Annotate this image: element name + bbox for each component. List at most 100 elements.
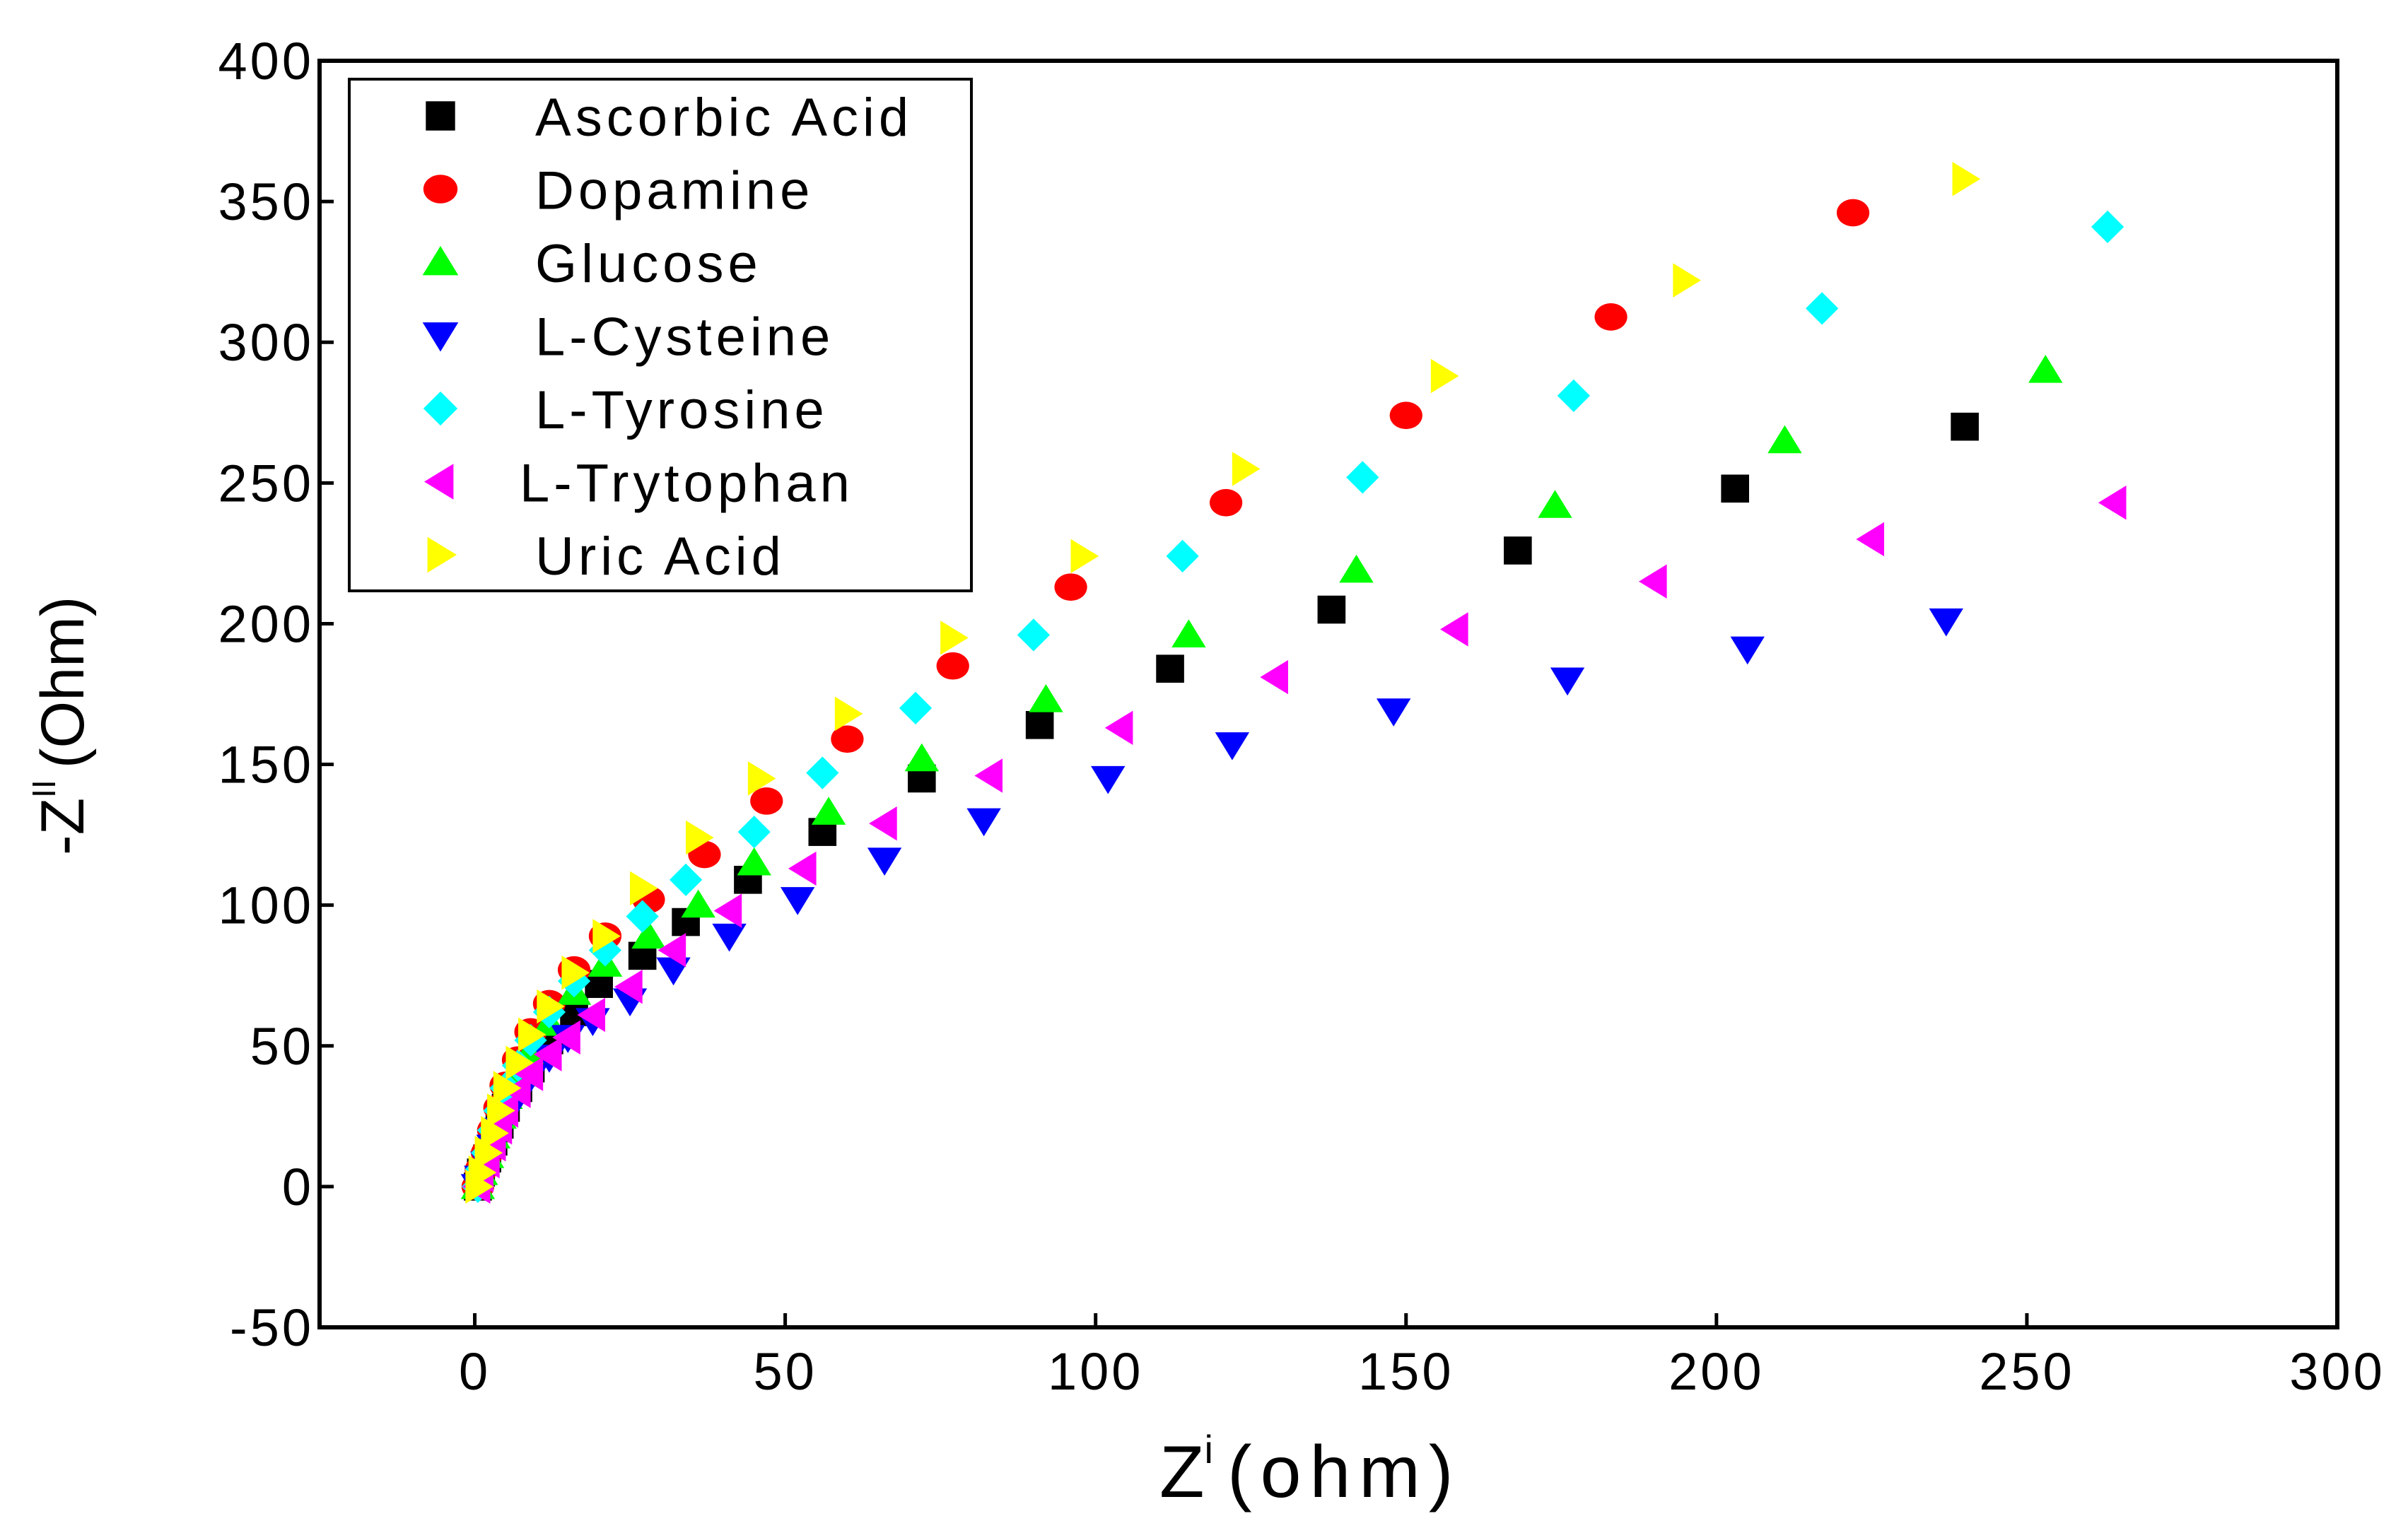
legend: Ascorbic Acid Dopamine Glucose L-Cysteine L-… — [348, 78, 973, 592]
y-axis-label-superscript: II — [25, 780, 62, 798]
data-point — [1104, 710, 1133, 745]
x-axis-label-superscript: i — [1205, 1427, 1213, 1472]
data-point — [1952, 162, 1981, 196]
data-point — [1430, 358, 1459, 394]
data-point — [1929, 608, 1963, 637]
data-point — [515, 1057, 544, 1091]
y-tick-label: 200 — [218, 594, 314, 653]
data-point — [657, 933, 686, 968]
data-point — [1767, 425, 1802, 454]
data-point — [1856, 522, 1884, 557]
y-tick-label: 100 — [218, 876, 314, 935]
x-tick-label: 50 — [753, 1342, 817, 1401]
y-axis-ticks: -50 0 50 100 150 200 250 300 350 400 — [218, 32, 334, 1357]
y-tick-label: 250 — [218, 454, 314, 512]
legend-marker — [422, 246, 459, 276]
data-point — [1171, 619, 1206, 647]
data-point — [1377, 698, 1411, 727]
legend-marker — [422, 322, 459, 352]
data-point — [1017, 618, 1050, 652]
data-point — [1389, 401, 1422, 430]
x-tick-label: 0 — [459, 1342, 491, 1401]
legend-marker — [426, 101, 455, 131]
data-point — [712, 923, 747, 952]
data-point — [630, 871, 658, 905]
legend-marker — [423, 175, 458, 204]
data-point — [737, 847, 771, 876]
legend-label: L-Cysteine — [535, 307, 834, 368]
data-point — [1025, 711, 1054, 739]
y-tick-label: 350 — [218, 172, 314, 231]
legend-label: Ascorbic Acid — [535, 88, 913, 148]
y-tick-label: 0 — [282, 1158, 314, 1216]
data-point — [614, 969, 643, 1004]
data-point — [1721, 474, 1749, 503]
data-point — [788, 851, 817, 886]
data-point — [1339, 554, 1374, 583]
data-point — [834, 696, 863, 732]
x-axis-label-text: Z — [1159, 1431, 1205, 1513]
data-point — [537, 989, 565, 1024]
data-point — [940, 621, 969, 655]
x-tick-label: 300 — [2289, 1342, 2385, 1401]
series-l-cysteine — [460, 608, 1963, 1202]
plot-area — [317, 59, 2339, 1329]
data-point — [1215, 732, 1250, 760]
data-point — [592, 919, 621, 953]
data-point — [811, 797, 846, 825]
data-point — [1210, 488, 1243, 517]
y-axis-label-text: -Z — [29, 798, 97, 855]
data-point — [1673, 263, 1701, 298]
svg-text:Zi(ohm): Zi (ohm) — [1159, 1427, 1462, 1513]
data-point — [1639, 564, 1667, 599]
x-tick-label: 150 — [1358, 1342, 1454, 1401]
data-point — [1836, 199, 1870, 227]
data-point — [1091, 765, 1126, 794]
data-point — [1156, 654, 1184, 683]
data-point — [1594, 303, 1627, 331]
x-tick-label: 100 — [1048, 1342, 1143, 1401]
data-point — [681, 889, 715, 918]
data-point — [737, 816, 771, 849]
data-point — [2091, 210, 2124, 244]
y-axis-label-unit: (Ohm) — [29, 597, 97, 769]
data-point — [1029, 683, 1063, 712]
data-point — [505, 1045, 534, 1080]
data-point — [806, 756, 839, 789]
data-point — [552, 1020, 580, 1055]
legend-marker — [423, 391, 458, 426]
y-tick-label: 400 — [218, 32, 314, 90]
data-point — [713, 893, 742, 928]
data-point — [1440, 612, 1468, 647]
y-axis-label: -ZII (Ohm) — [25, 597, 97, 855]
data-point — [631, 920, 666, 949]
data-point — [904, 743, 940, 772]
data-point — [1054, 573, 1087, 601]
data-point — [780, 887, 815, 915]
x-axis-ticks: 0 50 100 150 200 250 300 — [459, 1313, 2385, 1401]
data-point — [561, 956, 590, 990]
data-point — [899, 691, 933, 725]
x-axis-label: Zi (ohm) — [1159, 1427, 1462, 1513]
y-tick-label: 150 — [218, 736, 314, 794]
plot-frame — [317, 59, 2339, 1329]
data-point — [936, 652, 969, 680]
data-point — [1346, 461, 1379, 494]
data-point — [1317, 595, 1346, 624]
legend-label: Uric Acid — [535, 527, 785, 587]
data-markers — [460, 162, 2127, 1204]
x-axis-label-unit: (ohm) — [1227, 1431, 1462, 1513]
legend-marker — [427, 536, 457, 573]
data-point — [974, 758, 1003, 793]
legend-label: Dopamine — [535, 161, 814, 221]
series-uric-acid — [465, 162, 1981, 1204]
data-point — [1550, 667, 1585, 696]
y-tick-label: -50 — [230, 1298, 314, 1357]
y-tick-label: 300 — [218, 313, 314, 372]
data-point — [1557, 379, 1590, 412]
data-point — [1951, 412, 1979, 441]
data-point — [2098, 486, 2127, 520]
svg-text:-ZII(Ohm): -ZII (Ohm) — [25, 597, 97, 855]
y-tick-label: 50 — [250, 1017, 314, 1076]
